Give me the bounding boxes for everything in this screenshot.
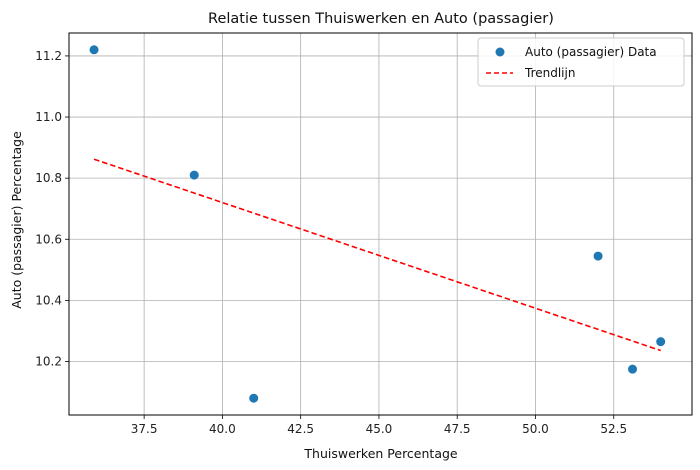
y-tick-label: 10.8 — [35, 171, 62, 185]
y-tick-label: 10.2 — [35, 355, 62, 369]
trend-line — [93, 158, 661, 352]
y-axis: 10.2 10.4 10.6 10.8 11.0 11.2 — [35, 49, 69, 369]
x-tick-label: 47.5 — [444, 422, 471, 436]
legend-box — [477, 37, 685, 87]
data-point — [656, 337, 666, 347]
data-point — [189, 170, 199, 180]
data-point — [249, 393, 259, 403]
grid — [69, 33, 692, 415]
x-tick-label: 37.5 — [131, 422, 158, 436]
points-layer — [89, 45, 666, 403]
x-tick-label: 52.5 — [600, 422, 627, 436]
x-tick-label: 45.0 — [366, 422, 393, 436]
x-axis: 37.5 40.0 42.5 45.0 47.5 50.0 52.5 — [131, 415, 627, 436]
legend-marker-scatter — [495, 47, 505, 57]
y-tick-label: 11.2 — [35, 49, 62, 63]
legend-label-trend: Trendlijn — [524, 66, 575, 80]
x-tick-label: 40.0 — [209, 422, 236, 436]
plot-frame — [68, 32, 693, 416]
x-tick-label: 42.5 — [287, 422, 314, 436]
chart-title: Relatie tussen Thuiswerken en Auto (pass… — [208, 11, 554, 27]
y-tick-label: 10.6 — [35, 232, 62, 246]
x-tick-label: 50.0 — [522, 422, 549, 436]
trend-layer — [93, 158, 661, 352]
data-point — [628, 364, 638, 374]
data-point — [89, 45, 99, 55]
y-axis-label: Auto (passagier) Percentage — [9, 131, 24, 309]
legend-label-scatter: Auto (passagier) Data — [525, 45, 657, 59]
y-tick-label: 10.4 — [35, 293, 62, 307]
y-tick-label: 11.0 — [35, 110, 62, 124]
x-axis-label: Thuiswerken Percentage — [303, 446, 458, 461]
legend: Auto (passagier) Data Trendlijn — [477, 37, 685, 87]
data-point — [593, 251, 603, 261]
